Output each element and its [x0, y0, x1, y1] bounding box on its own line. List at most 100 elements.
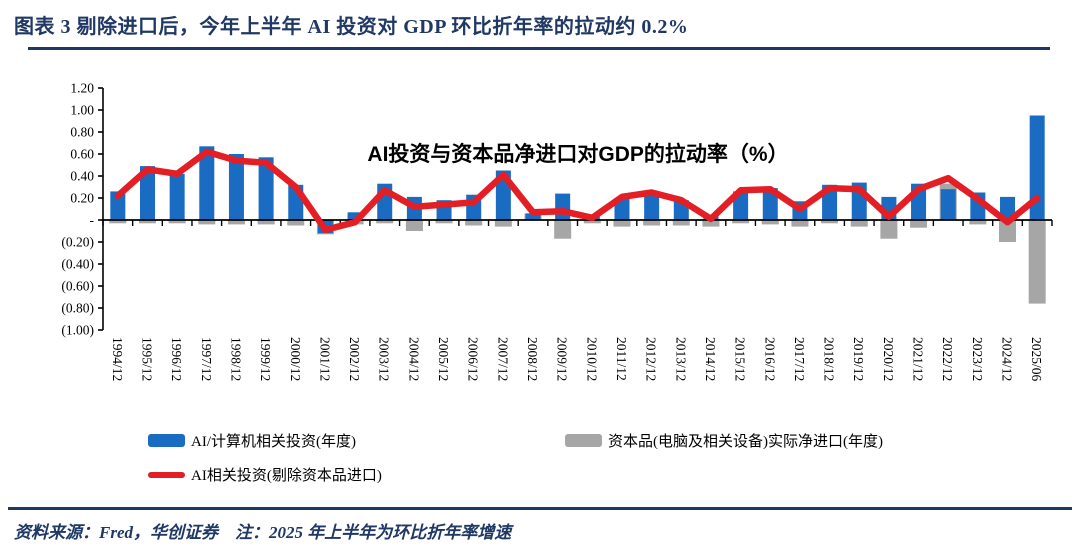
y-tick-label: (0.80): [61, 301, 94, 316]
x-tick-label: 2021/12: [911, 337, 926, 381]
bar-ai-investment: [199, 146, 215, 220]
x-tick-label: 2003/12: [377, 337, 392, 381]
bar-net-imports: [1028, 220, 1046, 304]
x-tick-label: 1994/12: [110, 337, 125, 381]
x-tick-label: 2006/12: [466, 337, 481, 381]
legend-swatch-red-line: [148, 471, 185, 478]
x-tick-label: 2001/12: [317, 337, 332, 381]
y-tick-label: 1.20: [70, 81, 94, 96]
bar-net-imports: [435, 220, 453, 224]
legend-label-ai-ex-imports: AI相关投资(剔除资本品进口): [191, 468, 382, 484]
x-tick-label: 2013/12: [673, 337, 688, 381]
x-tick-label: 2016/12: [762, 337, 777, 381]
y-tick-label: 1.00: [70, 103, 94, 118]
bar-ai-investment: [555, 193, 571, 220]
title-divider: [28, 47, 1050, 50]
chart-title: AI投资与资本品净进口对GDP的拉动率（%）: [367, 143, 789, 166]
bar-net-imports: [761, 220, 779, 225]
page-title: 图表 3 剔除进口后，今年上半年 AI 投资对 GDP 环比折年率的拉动约 0.…: [14, 16, 689, 38]
y-tick-label: 0.60: [70, 147, 94, 162]
x-tick-label: 2011/12: [614, 337, 629, 381]
bar-net-imports: [821, 220, 839, 224]
bar-net-imports: [880, 220, 898, 239]
bar-ai-investment: [525, 213, 541, 220]
line-ai-ex-imports: [114, 148, 1041, 234]
x-tick-label: 2000/12: [288, 337, 303, 381]
x-tick-label: 2018/12: [822, 337, 837, 381]
chart-legend: AI/计算机相关投资(年度) 资本品(电脑及相关设备)实际净进口(年度) AI相…: [148, 424, 1058, 504]
bar-net-imports: [109, 220, 127, 224]
bar-net-imports: [643, 220, 661, 226]
bar-ai-investment: [228, 154, 244, 220]
y-tick-label: 0.80: [70, 125, 94, 140]
x-tick-label: 2007/12: [495, 337, 510, 381]
bar-net-imports: [494, 220, 512, 227]
x-tick-label: 1997/12: [199, 337, 214, 381]
x-tick-label: 2020/12: [881, 337, 896, 381]
bar-net-imports: [850, 220, 868, 227]
bar-ai-investment: [1029, 115, 1045, 220]
source-note: 资料来源：Fred，华创证券 注：2025 年上半年为环比折年率增速: [14, 523, 512, 542]
bar-net-imports: [198, 220, 216, 225]
x-tick-label: 2009/12: [555, 337, 570, 381]
legend-label-ai-investment: AI/计算机相关投资(年度): [191, 434, 356, 450]
chart-area: 1.20 1.00 0.80 0.60 0.40 0.20 - (0.20) (0.40) (0.…: [0, 60, 1080, 420]
bar-net-imports: [138, 220, 156, 224]
x-tick-label: 2019/12: [851, 337, 866, 381]
bar-net-imports: [969, 220, 987, 225]
bar-ai-investment: [169, 173, 185, 220]
bar-ai-investment: [110, 191, 126, 220]
legend-swatch-gray-bar: [565, 434, 602, 447]
bar-net-imports: [257, 220, 275, 225]
y-tick-label: (1.00): [61, 323, 94, 338]
x-tick-label: 1996/12: [169, 337, 184, 381]
y-tick-label: 0.20: [70, 191, 94, 206]
bar-net-imports: [554, 220, 572, 239]
bar-net-imports: [583, 220, 601, 224]
bar-ai-investment: [347, 212, 363, 220]
x-tick-label: 2015/12: [733, 337, 748, 381]
y-tick-label: -: [90, 213, 95, 228]
bar-net-imports: [168, 220, 186, 224]
x-tick-label: 2002/12: [347, 337, 362, 381]
bar-net-imports: [999, 220, 1017, 242]
legend-swatch-blue-bar: [148, 434, 185, 447]
legend-label-net-imports: 资本品(电脑及相关设备)实际净进口(年度): [608, 434, 883, 450]
bar-net-imports: [287, 220, 305, 226]
bar-ai-investment: [1000, 196, 1016, 220]
x-tick-label: 2017/12: [792, 337, 807, 381]
bar-net-imports: [672, 220, 690, 226]
bar-net-imports: [405, 220, 423, 231]
bar-ai-investment: [762, 188, 778, 220]
y-tick-label: (0.40): [61, 257, 94, 272]
bar-net-imports: [227, 220, 245, 225]
x-tick-label: 2022/12: [940, 337, 955, 381]
bar-ai-investment: [258, 157, 274, 220]
x-tick-label: 2010/12: [584, 337, 599, 381]
legend-item-net-imports: 资本品(电脑及相关设备)实际净进口(年度): [565, 430, 883, 451]
chart-plot: 1.20 1.00 0.80 0.60 0.40 0.20 - (0.20) (0.40) (0.…: [61, 81, 1053, 382]
x-tick-label: 2004/12: [406, 337, 421, 381]
bar-net-imports: [732, 220, 750, 224]
x-tick-label: 2008/12: [525, 337, 540, 381]
legend-item-ai-ex-imports: AI相关投资(剔除资本品进口): [148, 464, 382, 485]
x-tick-label: 2025/06: [1029, 337, 1044, 382]
bar-ai-investment: [940, 189, 956, 220]
bar-ai-investment: [733, 191, 749, 220]
bar-net-imports: [613, 220, 631, 227]
bar-ai-investment: [139, 166, 155, 220]
footer-divider: [8, 507, 1072, 510]
x-tick-label: 2024/12: [1000, 337, 1015, 381]
bar-net-imports: [465, 220, 483, 226]
bar-ai-investment: [644, 193, 660, 220]
bar-net-imports: [376, 220, 394, 224]
x-tick-label: 2012/12: [644, 337, 659, 381]
x-tick-label: 2023/12: [970, 337, 985, 381]
x-tick-label: 1998/12: [228, 337, 243, 381]
y-tick-label: 0.40: [70, 169, 94, 184]
y-tick-label: (0.20): [61, 235, 94, 250]
y-tick-label: (0.60): [61, 279, 94, 294]
x-tick-label: 1999/12: [258, 337, 273, 381]
x-tick-label: 2014/12: [703, 337, 718, 381]
x-tick-label: 1995/12: [139, 337, 154, 381]
